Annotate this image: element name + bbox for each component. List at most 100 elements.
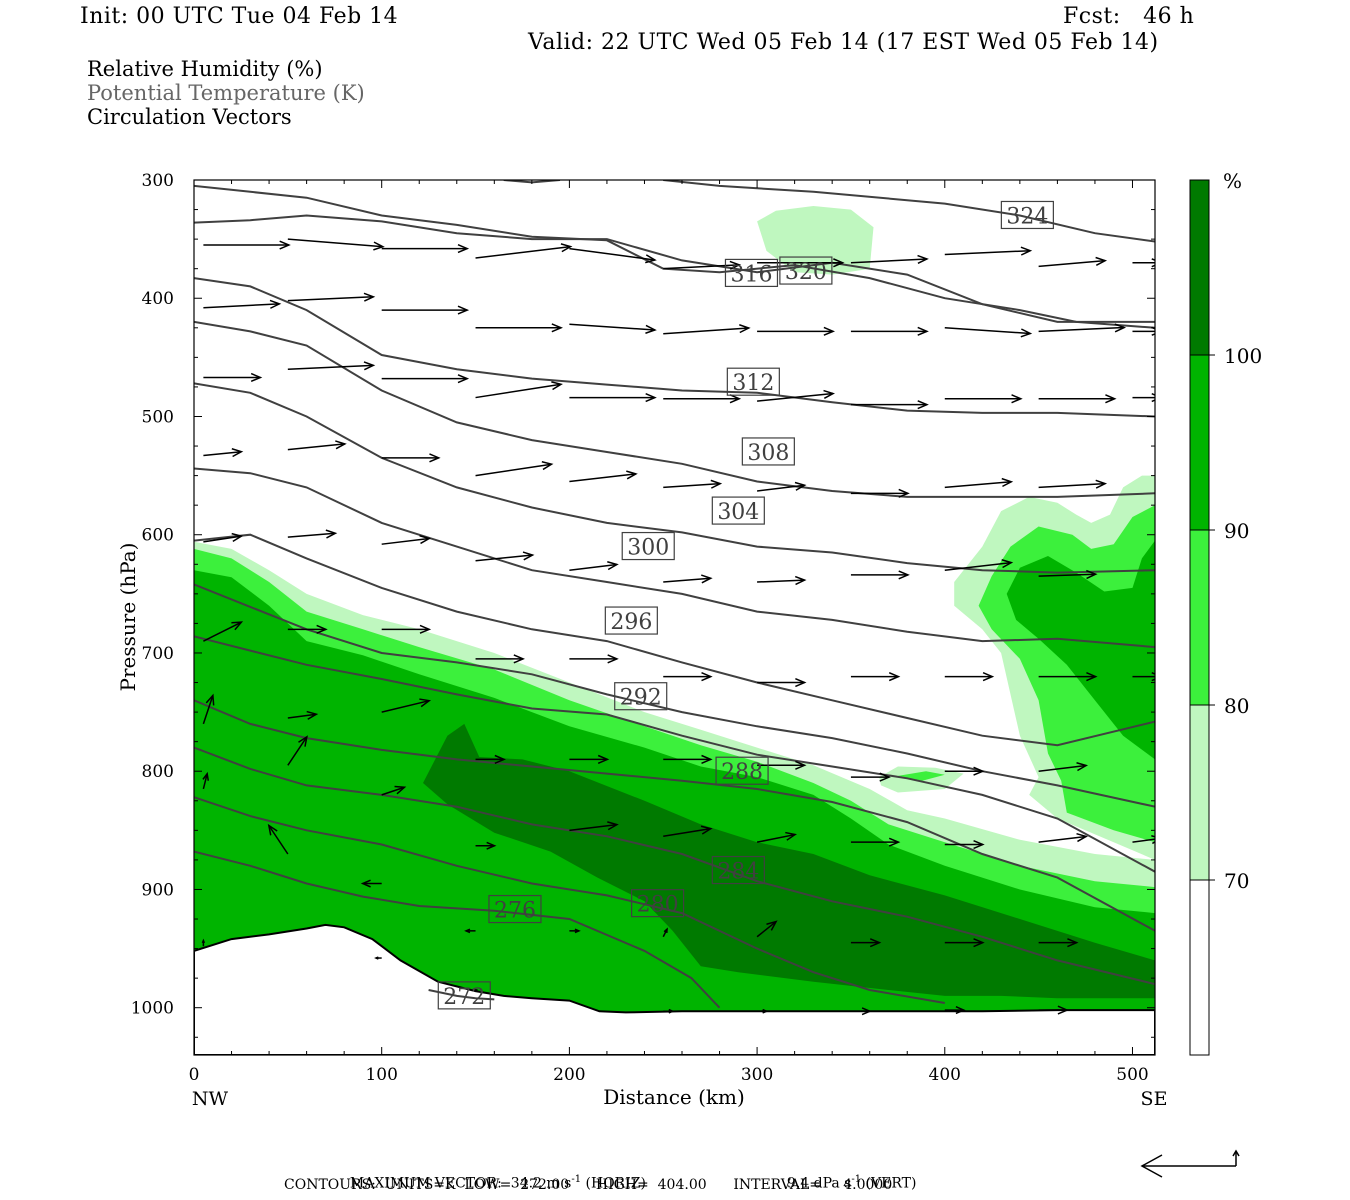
y-tick-label: 700 [142, 644, 174, 664]
isentrope-label: 316 [730, 262, 772, 287]
vector-shaft [203, 535, 242, 543]
isentrope-276 [194, 850, 721, 1009]
vector-head [1001, 477, 1014, 488]
vector-shaft [1038, 764, 1087, 772]
vector-head [823, 326, 836, 336]
circulation-vector [944, 766, 985, 776]
vector-shaft [756, 484, 805, 492]
vector-shaft [663, 327, 749, 335]
circulation-vector [850, 400, 929, 410]
vector-head [560, 243, 573, 253]
circulation-vector [850, 672, 901, 682]
x-axis-title: Distance (km) [603, 1085, 745, 1109]
circulation-vector [569, 928, 581, 934]
circulation-vector [287, 238, 385, 251]
circulation-vector [475, 551, 535, 562]
circulation-vector [663, 754, 713, 764]
y-tick-label: 600 [142, 526, 174, 546]
vector-head [794, 481, 807, 491]
circulation-vector [569, 561, 619, 571]
circulation-vector [381, 698, 432, 713]
vector-shaft [1038, 482, 1106, 489]
vector-head [1076, 832, 1089, 843]
y-tick-label: 400 [142, 289, 174, 309]
vector-head [739, 324, 751, 334]
circulation-vector [944, 559, 1014, 571]
vector-shaft [203, 621, 242, 642]
vector-shaft [944, 480, 1012, 489]
colorbar-frame [1189, 179, 1210, 1056]
x-end-right: SE [1141, 1088, 1168, 1110]
vector-shaft [569, 247, 655, 261]
circulation-vector [757, 389, 836, 402]
isentrope-label-box [631, 889, 685, 918]
circulation-vector [850, 488, 910, 498]
legend-rh: Relative Humidity (%) [87, 57, 323, 81]
isentrope-label-box [711, 496, 765, 525]
vector-head [645, 392, 657, 403]
isentrope-label: 320 [785, 260, 827, 285]
vector-head [729, 260, 742, 270]
colorbar-bin [1190, 355, 1209, 530]
max-vector-info: MAXIMUM VECTOR: 34.2 m s-1 (HORIZ) [341, 1158, 646, 1192]
circulation-vector [360, 879, 382, 888]
vector-head [513, 654, 525, 664]
rh-region-rh90 [1006, 540, 1155, 760]
colorbar-label: 80 [1224, 694, 1249, 718]
vector-shaft [756, 833, 796, 843]
horiz-exponent: -1 [571, 1174, 582, 1185]
vector-head [374, 956, 379, 960]
circulation-vector [663, 260, 742, 270]
isentrope-label: 312 [732, 371, 774, 396]
circulation-vector [756, 831, 797, 843]
isentrope-label: 280 [637, 893, 679, 918]
vector-head [464, 928, 471, 934]
contour-info: CONTOURS: UNITS=K LOW= 272.00 HIGH= 404.… [284, 1177, 893, 1193]
vector-head [373, 241, 385, 251]
circulation-vector [202, 693, 215, 725]
circulation-vector [944, 246, 1033, 256]
vector-shaft [663, 577, 711, 583]
isentrope-label-layer: 272 276 280 284 288 292 296 300 304 308 312 316 320 3… [437, 200, 1054, 1010]
circulation-vector [381, 374, 470, 384]
vector-shaft [203, 303, 280, 309]
circulation-vector [569, 470, 638, 483]
vector-shaft [850, 258, 927, 264]
y-axis-title: Pressure (hPa) [116, 543, 140, 692]
vector-shaft [475, 554, 533, 562]
isentrope-label-box [779, 256, 833, 285]
vector-head [701, 574, 713, 584]
colorbar-label: 100 [1224, 344, 1262, 368]
vector-shaft [202, 773, 208, 790]
circulation-vector [850, 326, 929, 336]
vector-head [325, 529, 338, 539]
vector-head [202, 771, 210, 781]
vector-head [1001, 559, 1014, 569]
vert-head: 9.4 dPa s [786, 1175, 852, 1192]
vector-head [1020, 328, 1033, 338]
isentrope-layer [194, 180, 1155, 1009]
isentrope-280 [194, 796, 945, 1004]
circulation-vector [287, 292, 376, 302]
vector-shaft [287, 296, 374, 302]
vector-head [231, 448, 244, 458]
vector-head [522, 551, 535, 561]
vector-shaft [475, 463, 552, 477]
isentrope-292 [194, 635, 1155, 873]
vector-shaft [757, 579, 805, 583]
vector-head [879, 772, 891, 782]
circulation-vector [569, 654, 619, 664]
circulation-vector [1038, 569, 1098, 580]
vector-shaft [944, 249, 1031, 256]
circulation-vector [1132, 258, 1155, 268]
x-tick-label: 300 [741, 1065, 773, 1085]
vector-head [898, 570, 910, 580]
circulation-vector [757, 575, 807, 586]
isentrope-316 [194, 277, 1155, 418]
vector-head [917, 400, 929, 410]
vector-shaft [203, 450, 242, 457]
vector-head [955, 1006, 966, 1015]
vector-head [231, 621, 244, 631]
vector-head [645, 324, 657, 334]
circulation-vector [475, 381, 563, 399]
